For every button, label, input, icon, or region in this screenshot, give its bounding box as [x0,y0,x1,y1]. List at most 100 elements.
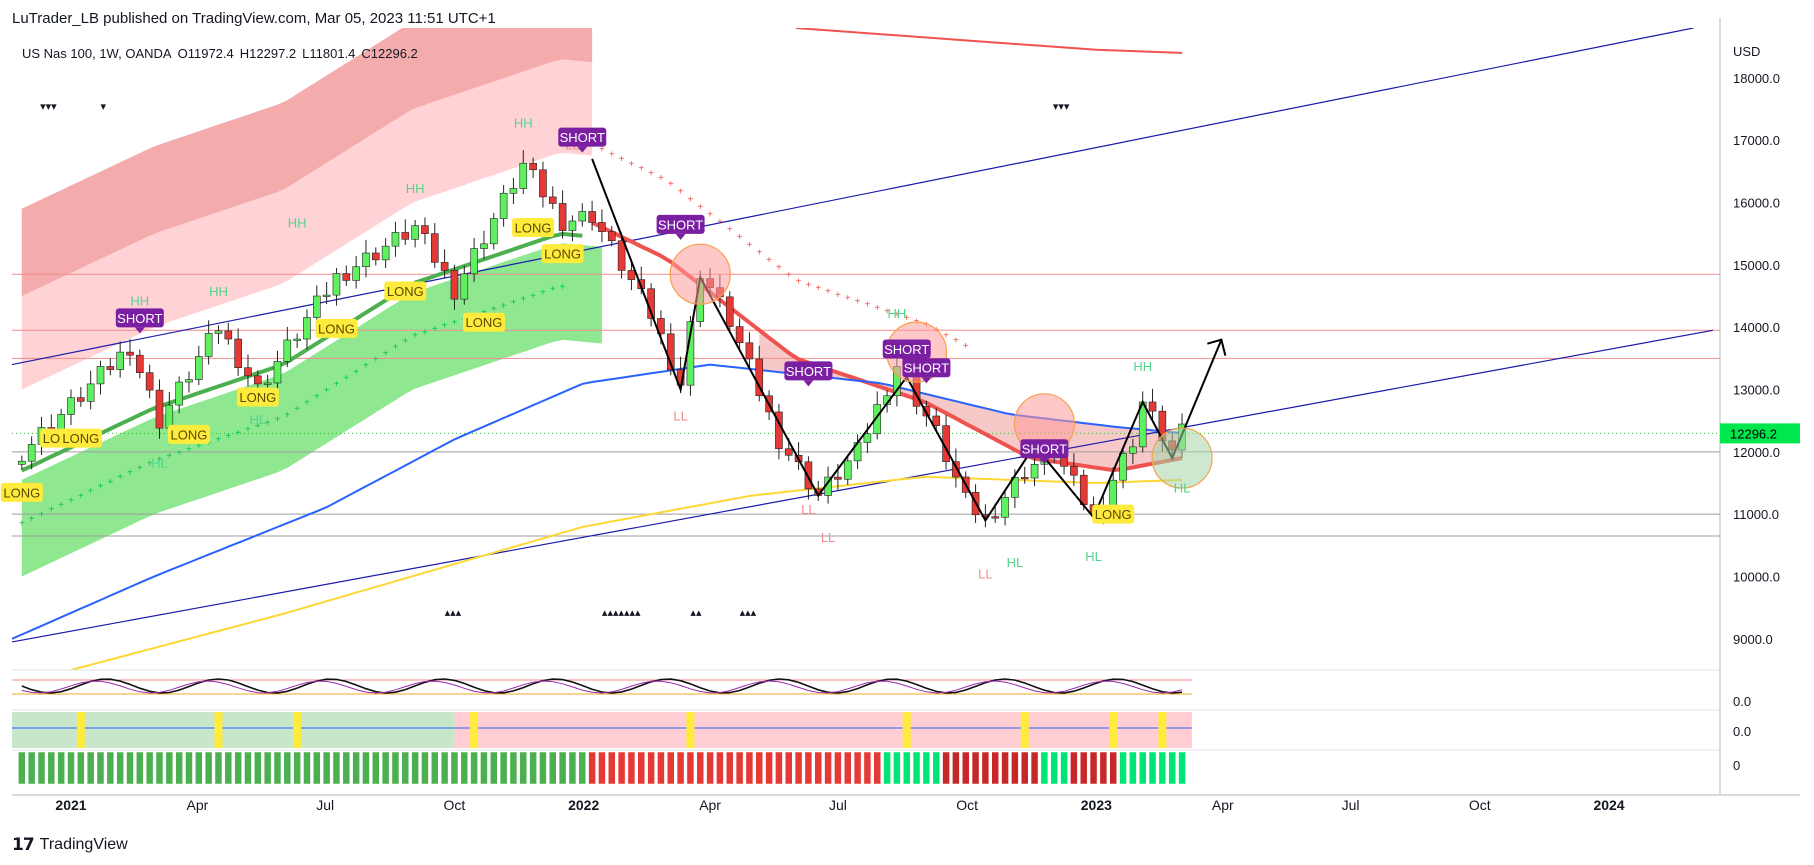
candle [480,230,488,260]
candle [440,249,449,279]
signal-label: LONG [1095,507,1132,522]
candle [489,212,498,250]
signal-label: LONG [62,431,99,446]
histogram-bar [608,751,616,785]
histogram-bar [254,751,262,785]
stop-dot: + [343,373,349,384]
signal-label: LONG [3,485,40,500]
stop-dot: + [943,330,949,341]
projection-layer [591,158,1227,523]
candle-body [745,342,754,360]
time-tick-label: Jul [316,797,334,813]
candle [460,265,469,305]
histogram-bar [263,751,272,785]
histogram-bar [480,751,488,785]
currency-label: USD [1733,44,1760,59]
candle-body [1079,474,1088,505]
stop-dot: + [402,336,408,347]
time-tick-label: Oct [956,797,978,813]
histogram-bar [96,751,105,785]
histogram-bar [824,751,832,785]
stop-dot: + [520,294,526,305]
histogram-bar [1020,751,1029,785]
stop-dot: + [304,398,310,409]
histogram-bar [706,751,714,785]
signal-label: SHORT [786,364,831,379]
signal-badge-bg [882,339,931,359]
histogram-bar [1178,751,1186,785]
candle-body [273,361,282,384]
histogram-bar [588,751,596,785]
histogram-bar [214,751,223,785]
histogram-bar [460,751,469,785]
candle-body [263,382,272,385]
signal-long-badge: LONG [315,318,358,338]
histogram-bar [322,751,331,785]
candle [312,285,321,324]
histogram-bar [676,751,685,785]
candle-body [539,169,547,198]
zone-circle-0 [669,243,731,305]
histogram-bar [814,751,822,785]
signal-label: LONG [544,247,581,262]
histogram-bar [755,751,763,785]
signal-long-badge: LONG [59,428,102,448]
histogram-bar [195,751,203,785]
signal-short-badge: SHORT [902,358,951,384]
trend-strip-flag [293,712,302,748]
candle-body [185,379,193,383]
signal-long-badge: LONG [462,312,505,332]
red-ribbon-inner [21,28,593,296]
stop-dot: + [805,280,811,291]
candle [362,239,370,278]
candle-body [293,338,301,341]
labels-layer: HHHHHHHHHHHHHHHLHLHLHLHLLLLLLLLLLLSHORTS… [0,101,1190,619]
candle [617,232,626,279]
trend-strip-flag [214,712,223,748]
structure-label-hh: HH [888,306,907,321]
stop-dot: + [98,482,104,493]
candle [234,328,242,376]
signal-badge-bg [59,428,102,448]
candle [381,238,390,268]
candle [539,161,547,208]
oscillator-panel [12,678,1192,695]
candle [175,376,183,414]
price-tick-label: 13000.0 [1733,383,1780,398]
stop-dot: + [707,209,713,220]
oscillator-tick-label: 0.0 [1733,694,1751,709]
sell-marker-icon: ▾ [100,101,106,113]
histogram-bar [657,751,665,785]
histogram-bar [853,751,862,785]
candle-body [470,248,478,275]
red-ribbon [21,28,593,390]
signal-badge-bg [1092,504,1135,524]
signal-badge-bg [0,482,43,502]
signal-badge-bg [236,387,279,407]
candle-body [489,218,498,245]
histogram-bar [1040,751,1049,785]
tradingview-brand: TradingView [39,836,128,853]
moving-average-layer: + + + + + + + + + + + + + + + + + + + + + + + + + + + + + + + + + + + + + + + +… [12,138,1183,670]
candle-body [450,270,459,300]
candle-body [735,326,744,344]
candle-body [391,232,400,247]
time-tick-label: 2022 [568,797,599,813]
candle [411,219,419,248]
candle [578,203,587,227]
candle [214,325,223,345]
time-tick-label: Apr [187,797,209,813]
signal-badge-bg [558,127,607,147]
candle-body [96,366,105,385]
tradingview-footer[interactable]: 17 TradingView [12,834,128,856]
structure-label-hl: HL [151,455,168,470]
candle-body [617,240,626,271]
histogram-bar [362,751,370,785]
ma-green-line [20,231,583,473]
candle-body [411,225,419,240]
stop-dot: + [540,287,546,298]
candle-body [204,333,213,357]
trend-strip-bear [454,712,1192,748]
signal-badge-bg [115,308,164,328]
